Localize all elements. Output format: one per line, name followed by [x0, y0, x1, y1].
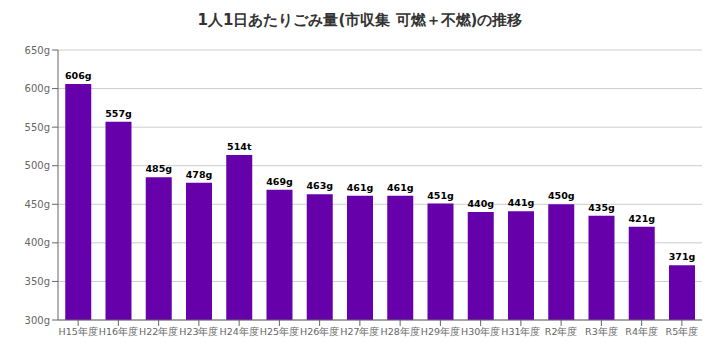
- svg-text:450g: 450g: [25, 199, 50, 210]
- svg-text:421g: 421g: [628, 213, 655, 224]
- svg-text:435g: 435g: [588, 202, 615, 213]
- svg-text:R5年度: R5年度: [666, 326, 699, 337]
- svg-text:485g: 485g: [145, 163, 172, 174]
- svg-text:H26年度: H26年度: [300, 326, 339, 337]
- svg-text:H29年度: H29年度: [421, 326, 460, 337]
- svg-text:500g: 500g: [25, 160, 50, 171]
- svg-text:R3年度: R3年度: [585, 326, 618, 337]
- svg-text:451g: 451g: [427, 190, 454, 201]
- svg-text:H16年度: H16年度: [99, 326, 138, 337]
- svg-text:H31年度: H31年度: [501, 326, 540, 337]
- svg-text:600g: 600g: [25, 83, 50, 94]
- svg-text:H27年度: H27年度: [340, 326, 379, 337]
- svg-text:441g: 441g: [508, 197, 535, 208]
- svg-text:469g: 469g: [266, 176, 293, 187]
- svg-text:478g: 478g: [186, 169, 213, 180]
- svg-text:371g: 371g: [669, 251, 696, 262]
- svg-text:463g: 463g: [306, 180, 333, 191]
- svg-text:H30年度: H30年度: [461, 326, 500, 337]
- svg-text:606g: 606g: [65, 70, 92, 81]
- svg-text:550g: 550g: [25, 122, 50, 133]
- svg-text:H24年度: H24年度: [220, 326, 259, 337]
- html-text:1人1日あたりごみ量(市収集 可燃＋不燃)の推移: 1人1日あたりごみ量(市収集 可燃＋不燃)の推移: [197, 11, 523, 29]
- svg-text:461g: 461g: [387, 182, 414, 193]
- svg-text:300g: 300g: [25, 315, 50, 326]
- svg-text:H28年度: H28年度: [381, 326, 420, 337]
- svg-text:H15年度: H15年度: [59, 326, 98, 337]
- svg-text:650g: 650g: [25, 45, 50, 56]
- svg-text:H23年度: H23年度: [179, 326, 218, 337]
- svg-text:450g: 450g: [548, 190, 575, 201]
- svg-text:514t: 514t: [227, 141, 252, 152]
- svg-text:461g: 461g: [347, 182, 374, 193]
- svg-text:R4年度: R4年度: [625, 326, 658, 337]
- svg-text:H22年度: H22年度: [139, 326, 178, 337]
- svg-text:H25年度: H25年度: [260, 326, 299, 337]
- svg-text:400g: 400g: [25, 237, 50, 248]
- svg-text:350g: 350g: [25, 276, 50, 287]
- svg-text:557g: 557g: [105, 108, 132, 119]
- svg-text:440g: 440g: [467, 198, 494, 209]
- svg-text:R2年度: R2年度: [545, 326, 578, 337]
